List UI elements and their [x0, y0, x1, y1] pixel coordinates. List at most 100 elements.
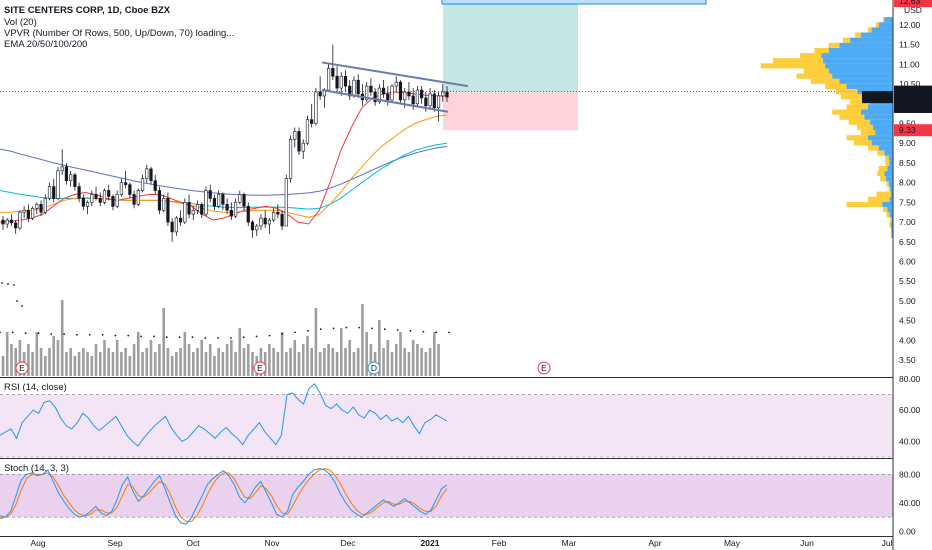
candle: [212, 198, 217, 207]
vpvr-down-bar: [850, 99, 871, 105]
rsi-legend[interactable]: RSI (14, close): [4, 382, 67, 393]
vpvr-up-bar: [889, 160, 893, 166]
candle: [255, 225, 259, 231]
volume-ma-point: [448, 331, 450, 334]
vpvr-up-bar: [891, 217, 893, 223]
volume-bar: [69, 348, 72, 376]
vpvr-down-bar: [853, 140, 872, 146]
candle: [305, 119, 310, 144]
event-marker[interactable]: E: [15, 361, 29, 375]
vpvr-down-bar: [842, 37, 851, 43]
candle: [174, 217, 178, 233]
vpvr-up-bar: [878, 22, 893, 28]
candle: [90, 194, 94, 203]
pct-badge-bg: [862, 91, 893, 104]
volume-bar: [191, 352, 195, 376]
time-tick-label: 2021: [421, 538, 440, 548]
candle: [420, 89, 424, 99]
volume-bar: [103, 340, 106, 376]
ema-legend[interactable]: EMA 20/50/100/200: [4, 39, 87, 50]
volume-bar: [433, 332, 436, 376]
vpvr-legend[interactable]: VPVR (Number Of Rows, 500, Up/Down, 70) …: [4, 28, 234, 39]
volume-ma-point: [0, 331, 1, 334]
vpvr-down-bar: [810, 78, 840, 84]
event-marker-label: D: [371, 363, 377, 373]
symbol-title[interactable]: SITE CENTERS CORP, 1D, Cboe BZX: [4, 5, 171, 16]
volume-bar: [238, 328, 242, 376]
price-tick-label: 12.00: [899, 20, 921, 30]
volume-ma-point: [16, 300, 18, 302]
vpvr-down-bar: [846, 104, 868, 110]
rsi-pane[interactable]: [0, 382, 893, 458]
event-marker[interactable]: D: [367, 361, 381, 375]
stop-zone[interactable]: [443, 91, 578, 131]
event-marker-label: E: [541, 363, 547, 373]
volume-bar: [153, 352, 157, 376]
vpvr-down-bar: [825, 83, 847, 89]
candle: [394, 81, 398, 87]
volume-ma-point: [409, 329, 412, 332]
candle: [119, 182, 123, 195]
volume-bar: [86, 352, 89, 376]
stoch-legend[interactable]: Stoch (14, 3, 3): [4, 463, 69, 474]
vpvr-down-bar: [860, 130, 876, 136]
vol-legend[interactable]: Vol (20): [4, 17, 37, 28]
stoch-tick-label: 80.00: [899, 469, 921, 479]
volume-bar: [293, 340, 297, 376]
price-tick-label: 11.50: [899, 40, 920, 50]
stoch-k-line: [0, 468, 448, 525]
channel-lower-line[interactable]: [321, 89, 449, 113]
vpvr-down-bar: [857, 124, 873, 131]
candle: [415, 89, 420, 105]
volume-ma-point: [127, 334, 130, 337]
candle: [179, 217, 183, 223]
drawing-box[interactable]: [441, 0, 707, 5]
volume-bar: [14, 348, 17, 376]
currency-label: USD: [904, 5, 922, 15]
volume-bar: [145, 348, 149, 376]
volume-bar: [365, 332, 368, 376]
candle: [132, 194, 136, 205]
candle: [56, 170, 60, 199]
candle: [208, 190, 212, 199]
volume-ma-point: [281, 333, 284, 335]
candle: [204, 190, 208, 215]
price-axis[interactable]: 12.0011.5011.0010.5010.009.509.008.508.0…: [862, 0, 932, 550]
target-zone[interactable]: [443, 0, 578, 92]
candle: [94, 194, 98, 199]
volume-bar: [424, 352, 428, 376]
stoch-pane[interactable]: [0, 468, 893, 525]
time-axis[interactable]: Aug Sep Oct Nov Dec 2021 Feb Mar Apr May Jun Jul: [30, 538, 892, 548]
volume-ma-point: [13, 284, 15, 286]
vpvr-up-bar: [821, 53, 893, 59]
candle: [343, 75, 348, 87]
pct-badge: 44.26%: [865, 92, 894, 102]
candle: [238, 194, 242, 203]
vpvr-up-bar: [828, 47, 893, 54]
price-tick-label: 11.00: [899, 59, 920, 69]
volume-bar: [43, 356, 47, 376]
candle: [381, 87, 386, 95]
vpvr-down-bar: [890, 232, 892, 238]
event-marker[interactable]: E: [537, 361, 551, 375]
time-tick-label: Jun: [800, 538, 814, 548]
candle: [233, 202, 238, 217]
event-marker[interactable]: E: [253, 361, 267, 375]
volume-bar: [428, 348, 432, 376]
time-tick-label: Feb: [492, 538, 507, 548]
vpvr-up-bar: [864, 114, 893, 120]
vpvr-down-bar: [867, 196, 890, 202]
vpvr-down-bar: [890, 217, 892, 223]
volume-ma-point: [383, 328, 386, 331]
volume-bar: [65, 352, 68, 376]
candle: [1, 219, 5, 225]
candle: [166, 198, 170, 223]
channel-upper-line[interactable]: [321, 61, 469, 88]
candle: [301, 142, 305, 152]
vpvr-down-bar: [888, 186, 891, 192]
volume-bar: [356, 348, 360, 376]
vpvr-down-bar: [882, 17, 885, 23]
candle: [200, 204, 204, 215]
